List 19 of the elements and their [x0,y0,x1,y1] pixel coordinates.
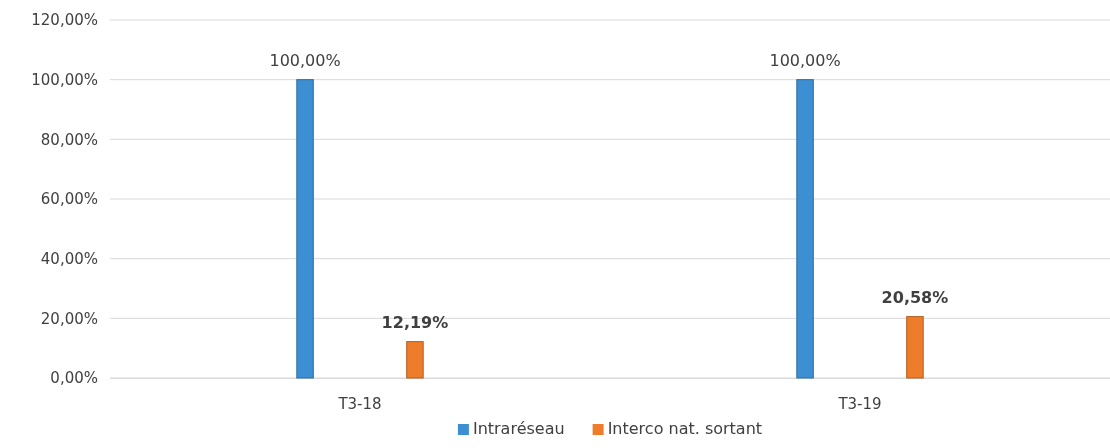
y-tick-label: 40,00% [40,249,98,268]
x-tick-label: T3-19 [837,394,882,413]
y-tick-label: 60,00% [40,190,98,209]
y-tick-label: 20,00% [40,309,98,328]
legend-label: Intraréseau [472,419,565,438]
bar [296,79,314,379]
y-tick-label: 120,00% [31,11,98,30]
data-label: 20,58% [881,287,949,307]
bar [406,341,424,379]
data-label: 12,19% [381,312,449,332]
bar [796,79,814,379]
data-label: 100,00% [769,50,841,70]
data-label: 100,00% [269,50,341,70]
y-tick-label: 100,00% [31,70,98,89]
y-tick-label: 0,00% [50,369,98,388]
y-tick-label: 80,00% [40,130,98,149]
legend-label: Interco nat. sortant [607,419,763,438]
x-tick-label: T3-18 [337,394,382,413]
bar [906,316,924,379]
